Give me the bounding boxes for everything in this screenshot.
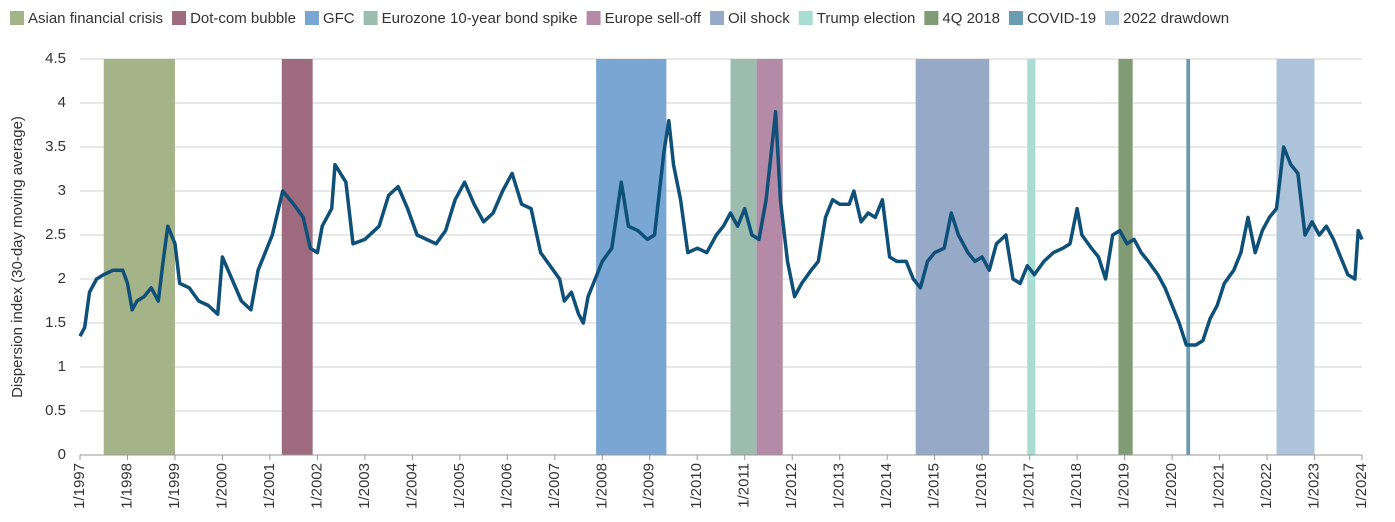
legend-label: 4Q 2018 xyxy=(942,10,1000,27)
x-tick-label: 1/2018 xyxy=(1068,463,1085,509)
y-tick-label: 3.5 xyxy=(45,138,66,155)
x-tick-label: 1/2011 xyxy=(736,463,753,508)
x-tick-label: 1/2024 xyxy=(1353,463,1370,509)
legend-label: GFC xyxy=(323,10,355,27)
x-tick-label: 1/2001 xyxy=(261,463,278,509)
x-tick-label: 1/2022 xyxy=(1258,463,1275,509)
event-region xyxy=(756,59,783,455)
legend-label: COVID-19 xyxy=(1027,10,1096,27)
x-tick-label: 1/2019 xyxy=(1116,463,1133,509)
x-tick-label: 1/1999 xyxy=(166,463,183,509)
y-tick-label: 1 xyxy=(58,358,66,375)
event-region xyxy=(1276,59,1315,455)
legend-label: Asian financial crisis xyxy=(28,10,163,27)
y-tick-label: 4 xyxy=(58,94,66,111)
legend-swatch xyxy=(10,11,24,25)
data-line xyxy=(78,110,1364,347)
y-axis-label: Dispersion index (30-day moving average) xyxy=(9,116,26,398)
x-tick-label: 1/2008 xyxy=(593,463,610,509)
y-tick-label: 4.5 xyxy=(45,50,66,67)
event-region xyxy=(281,59,313,455)
event-region xyxy=(730,59,757,455)
legend-label: Dot-com bubble xyxy=(190,10,296,27)
legend-label: Trump election xyxy=(817,10,916,27)
legend-label: 2022 drawdown xyxy=(1123,10,1229,27)
event-region xyxy=(1186,59,1191,455)
legend-label: Europe sell-off xyxy=(605,10,702,27)
legend-swatch xyxy=(1008,11,1023,25)
legend-swatch xyxy=(304,11,319,25)
event-region xyxy=(1027,59,1036,455)
legend-label: Eurozone 10-year bond spike xyxy=(382,10,578,27)
y-tick-label: 2.5 xyxy=(45,226,66,243)
y-tick-label: 0.5 xyxy=(45,402,66,419)
x-tick-label: 1/2009 xyxy=(641,463,658,509)
x-tick-label: 1/2007 xyxy=(546,463,563,509)
legend-swatch xyxy=(586,11,601,25)
x-tick-label: 1/2002 xyxy=(308,463,325,509)
x-tick-label: 1/2005 xyxy=(451,463,468,509)
x-tick-label: 1/2006 xyxy=(498,463,515,509)
x-tick-label: 1/2020 xyxy=(1163,463,1180,509)
x-tick-label: 1/2021 xyxy=(1211,463,1228,509)
legend-swatch xyxy=(363,11,378,25)
x-tick-label: 1/1997 xyxy=(71,463,88,509)
y-tick-label: 2 xyxy=(58,270,66,287)
x-tick-label: 1/1998 xyxy=(118,463,135,509)
event-region xyxy=(915,59,990,455)
x-tick-label: 1/2012 xyxy=(783,463,800,509)
x-tick-label: 1/2015 xyxy=(926,463,943,509)
legend-swatch xyxy=(1105,11,1120,25)
x-tick-label: 1/2016 xyxy=(973,463,990,509)
y-tick-label: 3 xyxy=(58,182,66,199)
legend-label: Oil shock xyxy=(728,10,790,27)
event-region xyxy=(1118,59,1133,455)
x-tick-label: 1/2013 xyxy=(831,463,848,509)
x-tick-label: 1/2010 xyxy=(688,463,705,509)
legend-swatch xyxy=(172,11,187,25)
x-tick-label: 1/2023 xyxy=(1305,463,1322,509)
y-tick-label: 0 xyxy=(58,446,66,463)
legend-swatch xyxy=(798,11,813,25)
x-tick-label: 1/2003 xyxy=(356,463,373,509)
event-region xyxy=(596,59,667,455)
y-tick-label: 1.5 xyxy=(45,314,66,331)
legend-swatch xyxy=(924,11,939,25)
x-tick-label: 1/2017 xyxy=(1021,463,1038,509)
x-tick-label: 1/2000 xyxy=(213,463,230,509)
x-tick-label: 1/2014 xyxy=(878,463,895,509)
legend-swatch xyxy=(710,11,725,25)
x-tick-label: 1/2004 xyxy=(403,463,420,509)
